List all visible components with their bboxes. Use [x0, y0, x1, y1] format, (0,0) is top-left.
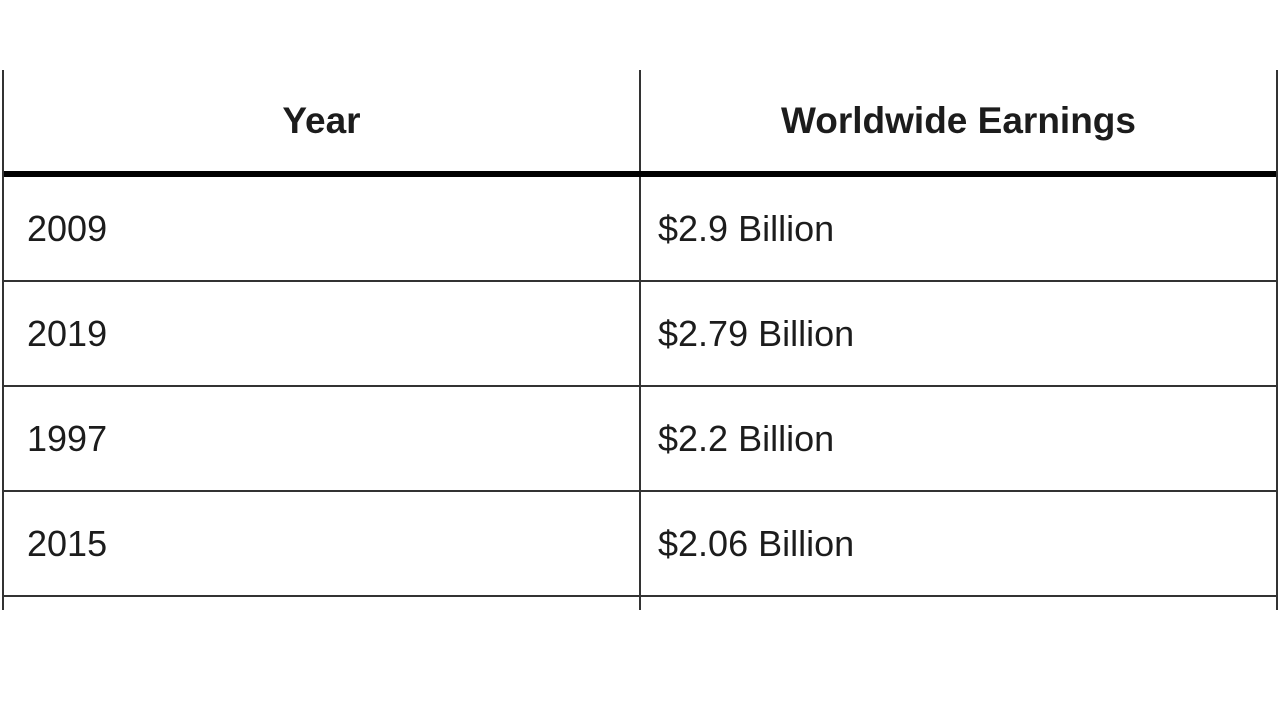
- table-row: 2015 $2.06 Billion: [4, 492, 1276, 597]
- year-cell: 2015: [4, 492, 641, 595]
- earnings-cell: $2.2 Billion: [658, 417, 835, 459]
- table-header-row: Year Worldwide Earnings: [4, 70, 1276, 177]
- table-row: 2009 $2.9 Billion: [4, 177, 1276, 282]
- earnings-cell: $2.06 Billion: [658, 522, 855, 564]
- earnings-cell: [641, 597, 1276, 610]
- earnings-table: Year Worldwide Earnings 2009 $2.9 Billio…: [2, 70, 1278, 610]
- year-cell: 2009: [4, 177, 641, 280]
- partial-row: [4, 597, 1276, 610]
- header-cell-earnings: Worldwide Earnings: [781, 100, 1136, 141]
- header-cell-year: Year: [4, 70, 641, 171]
- year-cell: 1997: [4, 387, 641, 490]
- table-row: 2019 $2.79 Billion: [4, 282, 1276, 387]
- earnings-cell: $2.9 Billion: [658, 207, 835, 249]
- earnings-cell: $2.79 Billion: [658, 312, 855, 354]
- table-row: 1997 $2.2 Billion: [4, 387, 1276, 492]
- year-cell: [4, 597, 641, 610]
- year-cell: 2019: [4, 282, 641, 385]
